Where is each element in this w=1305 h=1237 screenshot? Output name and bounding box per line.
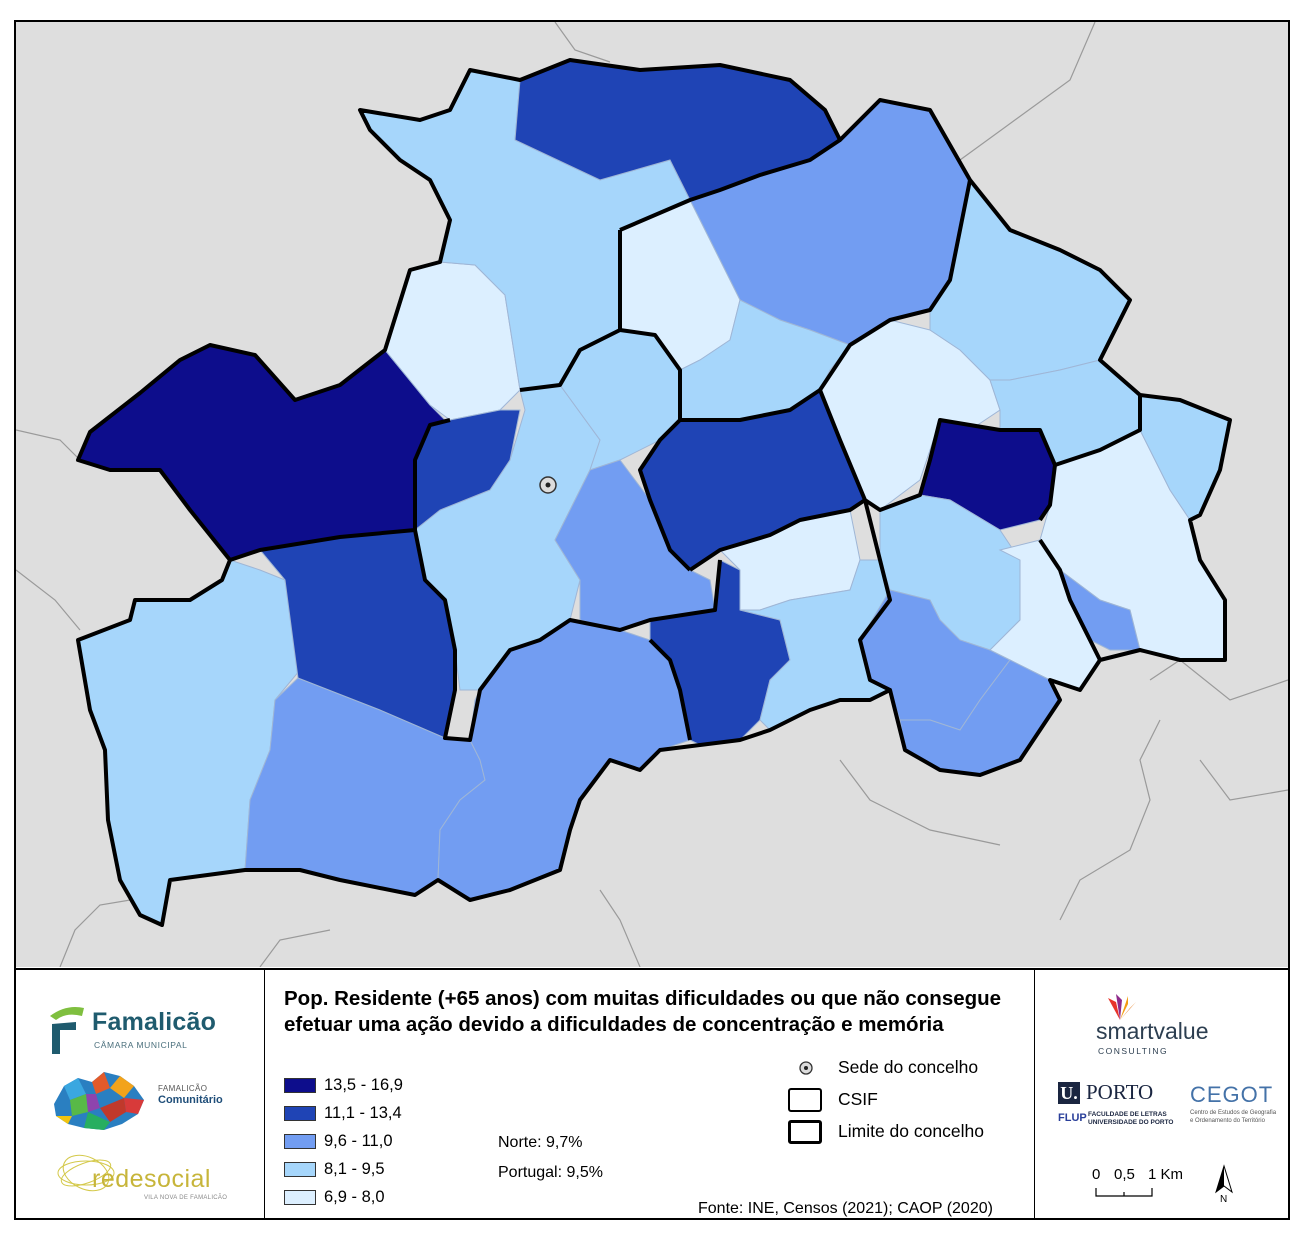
panel-divider-right <box>1034 970 1035 1218</box>
redesocial-swirl-icon <box>57 1154 115 1192</box>
csif-boundaries <box>76 58 1232 927</box>
legend-panel: Famalicão CÂMARA MUNICIPAL FAMALICÃO Com… <box>16 968 1288 1218</box>
parishes <box>77 59 1231 926</box>
legend-class-label: 6,9 - 8,0 <box>324 1188 385 1206</box>
limite-symbol-icon <box>788 1120 822 1144</box>
comunitario-name: Comunitário <box>158 1094 223 1106</box>
choropleth-map <box>16 22 1288 967</box>
stat-norte: Norte: 9,7% <box>498 1134 583 1151</box>
legend-title: Pop. Residente (+65 anos) com muitas dif… <box>284 987 1002 1036</box>
parish-mosaic-icon <box>54 1072 144 1130</box>
redesocial-subtitle: VILA NOVA DE FAMALICÃO <box>144 1195 228 1201</box>
stat-portugal: Portugal: 9,5% <box>498 1164 603 1181</box>
comunitario-small: FAMALICÃO <box>158 1084 208 1093</box>
legend-class-label: 13,5 - 16,9 <box>324 1076 403 1094</box>
cegot-subtitle: Centro de Estudos de Geografia e Ordenam… <box>1190 1110 1277 1124</box>
famalicao-logo: Famalicão CÂMARA MUNICIPAL <box>46 1002 236 1060</box>
legend-swatch <box>284 1078 316 1093</box>
famalicao-logo-icon <box>50 1007 84 1054</box>
cegot-name: CEGOT <box>1190 1082 1274 1107</box>
sede-label: Sede do concelho <box>838 1057 979 1077</box>
smartvalue-logo: smartvalue CONSULTING <box>1086 992 1246 1056</box>
north-label: N <box>1220 1194 1228 1205</box>
scale-tick-0: 0 <box>1092 1166 1101 1183</box>
scale-tick-05: 0,5 <box>1114 1166 1135 1183</box>
scale-bar: 0 0,5 1 Km <box>1092 1166 1192 1206</box>
smartvalue-burst-icon <box>1108 994 1136 1020</box>
limite-label: Limite do concelho <box>838 1121 984 1141</box>
redesocial-name: redesocial <box>92 1165 211 1193</box>
legend-swatch <box>284 1190 316 1205</box>
uporto-flup: FLUP <box>1058 1112 1087 1124</box>
legend-class-label: 9,6 - 11,0 <box>324 1132 393 1150</box>
uporto-faculdade: FACULDADE DE LETRAS UNIVERSIDADE DO PORT… <box>1088 1111 1174 1126</box>
north-arrow-icon <box>1215 1164 1233 1194</box>
legend-class-label: 8,1 - 9,5 <box>324 1160 385 1178</box>
panel-divider-left <box>264 970 265 1218</box>
legend-swatch <box>284 1162 316 1177</box>
scale-tick-1km: 1 Km <box>1148 1166 1184 1183</box>
famalicao-name: Famalicão <box>92 1008 217 1036</box>
data-source: Fonte: INE, Censos (2021); CAOP (2020) <box>698 1200 993 1217</box>
legend-swatch <box>284 1106 316 1121</box>
smartvalue-name: smartvalue <box>1096 1018 1209 1044</box>
sede-symbol-icon <box>799 1061 813 1075</box>
cegot-logo: CEGOT Centro de Estudos de Geografia e O… <box>1188 1082 1278 1132</box>
map-frame <box>14 20 1290 1220</box>
uporto-name: PORTO <box>1086 1080 1154 1104</box>
csif-label: CSIF <box>838 1089 878 1109</box>
uporto-u-mark: U. <box>1058 1082 1080 1104</box>
csif-symbol-icon <box>788 1088 822 1112</box>
outside-boundaries <box>16 22 1288 967</box>
scale-bar-line <box>1095 1188 1153 1197</box>
smartvalue-subtitle: CONSULTING <box>1098 1046 1169 1056</box>
municipal-seat-marker <box>539 476 557 494</box>
famalicao-subtitle: CÂMARA MUNICIPAL <box>94 1040 188 1050</box>
famalicao-comunitario-logo: FAMALICÃO Comunitário <box>48 1064 248 1138</box>
redesocial-logo: redesocial VILA NOVA DE FAMALICÃO <box>52 1145 252 1205</box>
north-arrow: N <box>1212 1164 1236 1208</box>
legend-class-label: 11,1 - 13,4 <box>324 1104 402 1122</box>
legend-swatch <box>284 1134 316 1149</box>
uporto-logo: U. PORTO FLUP FACULDADE DE LETRAS UNIVER… <box>1058 1080 1173 1130</box>
